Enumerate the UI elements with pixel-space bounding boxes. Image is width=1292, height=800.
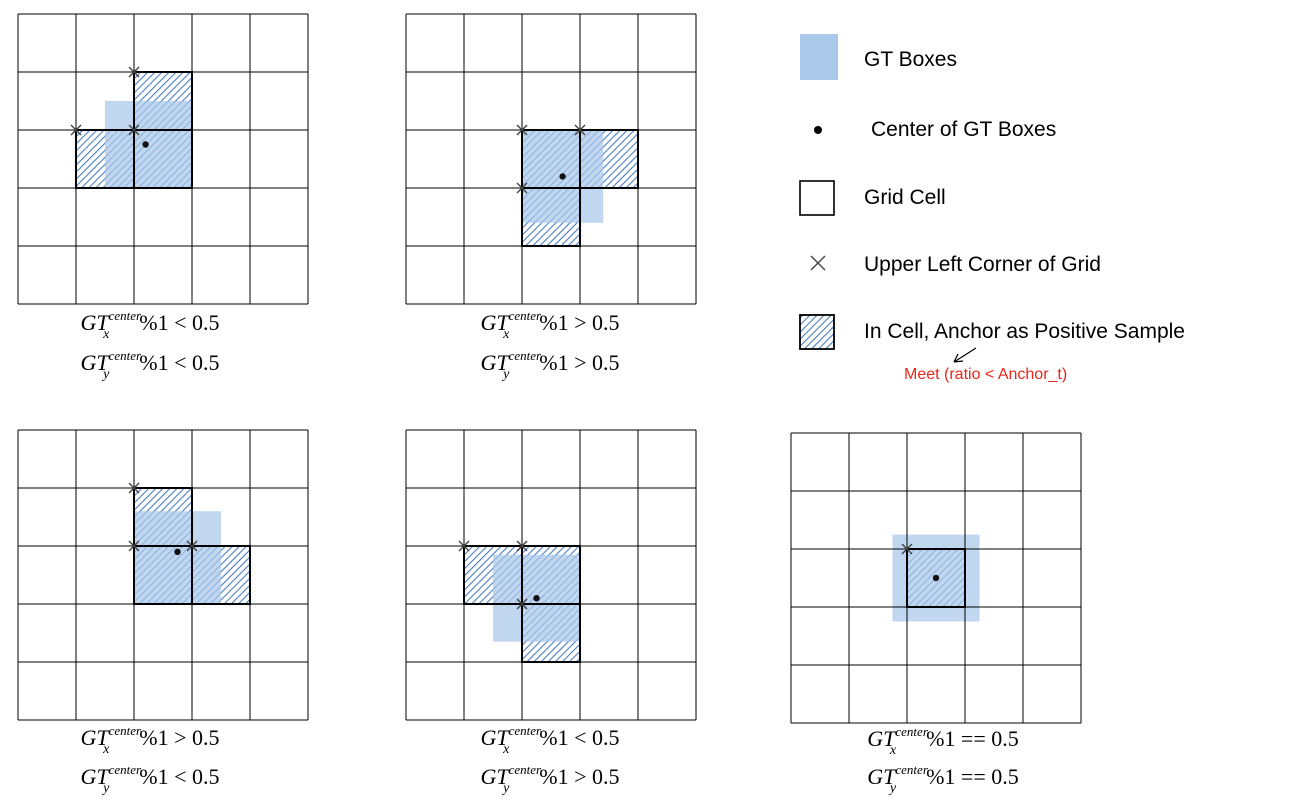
corner-cross-icon (128, 124, 140, 136)
legend-label-positive: In Cell, Anchor as Positive Sample (864, 320, 1185, 343)
corner-cross-icon (70, 124, 82, 136)
gt-center-dot (142, 141, 149, 148)
annotation-arrow (953, 347, 977, 363)
legend-item-gt: GT Boxes (800, 34, 957, 80)
corner-cross-icon (901, 543, 913, 555)
cross-icon (810, 255, 826, 271)
caption-y: GTcenter y %1 > 0.5 (480, 348, 619, 382)
gt-center-dot (932, 574, 940, 582)
corner-cross-icon (128, 66, 140, 78)
positive-cell-outline (579, 129, 639, 189)
center-dot-icon (814, 126, 822, 134)
caption-y: GTcenter y %1 == 0.5 (867, 762, 1018, 796)
gt-center-dot (559, 173, 566, 180)
corner-cross-icon (516, 182, 528, 194)
corner-cross-icon (516, 540, 528, 552)
corner-cross-icon (574, 124, 586, 136)
legend-label-center: Center of GT Boxes (871, 118, 1056, 141)
legend-annotation: Meet (ratio < Anchor_t) (904, 366, 1068, 383)
corner-cross-icon (516, 598, 528, 610)
legend: GT Boxes Center of GT Boxes Grid Cell Upper… (799, 34, 1185, 363)
caption-y: GTcenter y %1 < 0.5 (80, 762, 219, 796)
legend-item-center: Center of GT Boxes (814, 118, 1056, 141)
caption-y: GTcenter y %1 > 0.5 (480, 762, 619, 796)
caption-x: GTcenter x %1 > 0.5 (80, 723, 219, 757)
panel-3: GTcenter x %1 > 0.5 GTcenter y %1 < 0.5 (17, 429, 309, 796)
positive-cell-outline (906, 548, 966, 608)
caption-x: GTcenter x %1 == 0.5 (867, 724, 1018, 758)
grid-cell-icon (799, 180, 835, 216)
panel-2: GTcenter x %1 > 0.5 GTcenter y %1 > 0.5 (405, 13, 697, 382)
positive-cell-outline (191, 545, 251, 605)
caption-y: GTcenter y %1 < 0.5 (80, 348, 219, 382)
positive-cell-outline (521, 187, 581, 247)
panel-4: GTcenter x %1 < 0.5 GTcenter y %1 > 0.5 (405, 429, 697, 796)
gt-center-dot (174, 548, 181, 555)
legend-item-grid: Grid Cell (799, 180, 946, 216)
gt-center-dot (533, 595, 540, 602)
caption-x: GTcenter x %1 < 0.5 (80, 308, 219, 342)
legend-label-corner: Upper Left Corner of Grid (864, 253, 1101, 276)
legend-label-gt: GT Boxes (864, 48, 957, 71)
positive-cell-outline (133, 129, 193, 189)
corner-cross-icon (128, 540, 140, 552)
legend-item-positive: In Cell, Anchor as Positive Sample (799, 314, 1185, 350)
corner-cross-icon (186, 540, 198, 552)
panel-5: GTcenter x %1 == 0.5 GTcenter y %1 == 0.5 (790, 432, 1082, 796)
corner-cross-icon (516, 124, 528, 136)
panel-1: GTcenter x %1 < 0.5 GTcenter y %1 < 0.5 (17, 13, 309, 382)
caption-x: GTcenter x %1 < 0.5 (480, 723, 619, 757)
legend-label-grid: Grid Cell (864, 186, 946, 209)
gt-box (134, 511, 221, 604)
corner-cross-icon (128, 482, 140, 494)
hatched-cell-icon (799, 314, 835, 350)
caption-x: GTcenter x %1 > 0.5 (480, 308, 619, 342)
corner-cross-icon (458, 540, 470, 552)
legend-item-corner: Upper Left Corner of Grid (810, 253, 1101, 276)
positive-cell-outline (521, 603, 581, 663)
gt-box-swatch-icon (800, 34, 838, 80)
